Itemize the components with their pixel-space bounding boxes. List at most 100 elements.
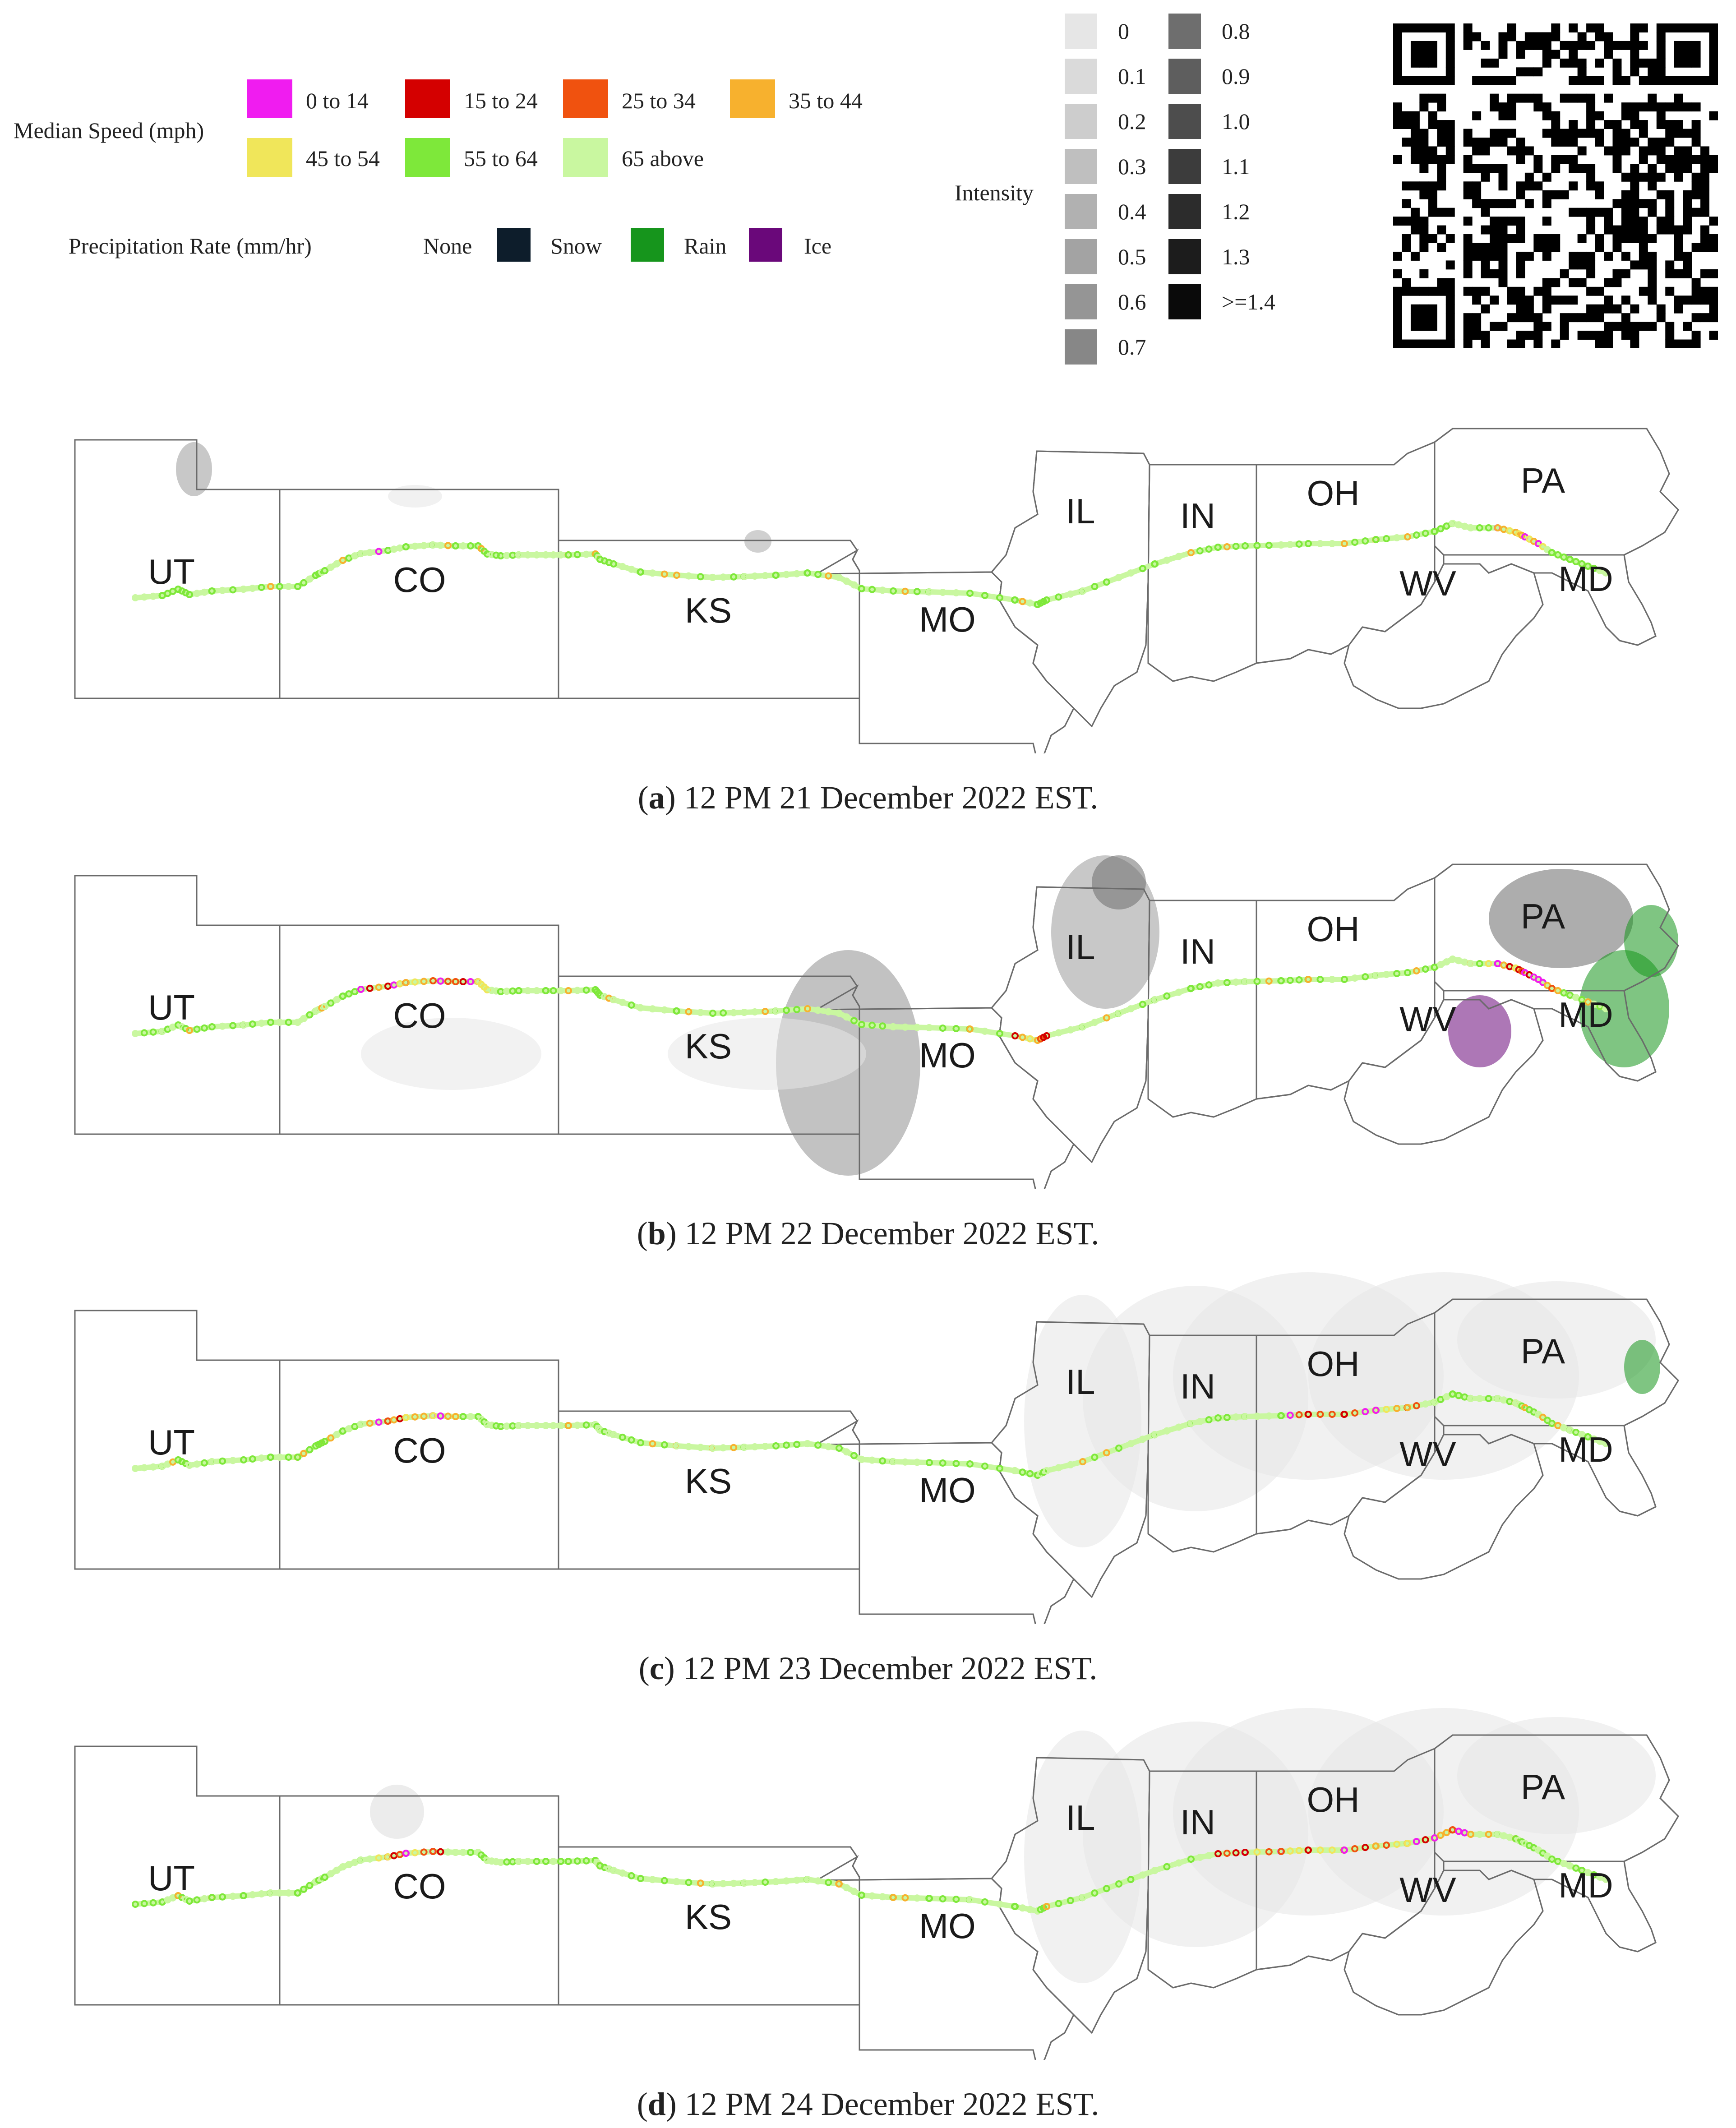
speed-point [452,978,459,985]
qr-module [1481,269,1490,278]
speed-point [1404,1840,1411,1847]
qr-module [1691,58,1701,68]
state-label-ut: UT [148,988,195,1027]
qr-module [1612,243,1622,252]
speed-point [637,1004,644,1011]
qr-module [1481,164,1490,173]
speed-point [1316,1411,1324,1418]
qr-module [1437,23,1446,32]
speed-point [913,1459,921,1466]
speed-point [858,1456,865,1463]
speed-point [411,542,419,550]
speed-point [1566,1426,1574,1434]
qr-module [1656,217,1666,226]
speed-point [357,550,365,557]
qr-module [1533,339,1543,348]
speed-label-15-24: 15 to 24 [464,88,538,113]
qr-module [1612,164,1622,173]
qr-module [1639,199,1648,208]
qr-module [1691,155,1701,164]
qr-module [1577,331,1587,340]
qr-module [1586,251,1596,261]
qr-module [1419,58,1429,68]
qr-module [1709,295,1718,305]
qr-module [1551,190,1561,199]
qr-module [1428,181,1437,191]
qr-module [1604,120,1613,129]
qr-module [1437,172,1446,182]
qr-module [1683,269,1692,278]
qr-module [1586,120,1596,129]
speed-point [697,1444,704,1451]
qr-module [1586,331,1596,340]
state-label-co: CO [393,560,446,600]
qr-module [1490,243,1499,252]
speed-point [709,1010,716,1017]
qr-module [1656,172,1666,182]
speed-point [926,588,933,595]
qr-module [1498,172,1508,182]
qr-module [1630,208,1639,217]
qr-module [1542,58,1551,68]
speed-point [351,1859,359,1866]
speed-point [890,1023,897,1030]
qr-module [1630,339,1639,348]
qr-module [1709,243,1718,252]
qr-module [1577,76,1587,85]
qr-module [1604,208,1613,217]
state-wv-border [1344,563,1544,709]
qr-module [1498,50,1508,59]
qr-module [1630,50,1639,59]
state-label-mo: MO [919,600,976,639]
speed-point [836,1010,843,1017]
qr-module [1691,137,1701,147]
speed-point [1079,1894,1086,1901]
qr-module [1533,181,1543,191]
speed-point [1372,972,1380,979]
qr-module [1648,295,1657,305]
speed-point [1431,1834,1438,1842]
speed-point [1413,967,1420,974]
speed-point [357,1421,365,1428]
qr-module [1648,137,1657,147]
map-b: UT CO KS MO IL IN OH WV PA MD [74,855,1679,1189]
state-label-mo: MO [919,1470,976,1510]
speed-point [515,1858,522,1865]
qr-module [1481,225,1490,235]
qr-module [1665,164,1675,173]
speed-point [1590,1871,1598,1879]
qr-module [1630,67,1639,77]
qr-module [1569,278,1578,287]
speed-point [219,586,226,594]
qr-module [1586,208,1596,217]
qr-module [1481,260,1490,270]
state-label-co: CO [393,996,446,1035]
speed-point [1055,1029,1062,1037]
qr-module [1709,155,1718,164]
qr-module [1709,67,1718,77]
speed-point [628,565,635,573]
speed-point [1286,977,1294,984]
qr-module [1419,217,1429,226]
speed-point [467,1413,474,1420]
qr-module [1472,76,1482,85]
speed-point [1548,1420,1556,1427]
qr-module [1700,181,1710,191]
qr-module [1533,155,1543,164]
speed-point [201,588,208,596]
speed-point [1572,993,1580,1001]
state-label-ks: KS [685,1026,732,1066]
speed-label-65-above: 65 above [622,146,704,171]
qr-module [1612,129,1622,138]
speed-label-25-34: 25 to 34 [622,88,696,113]
qr-module [1639,146,1648,156]
speed-point [542,987,549,994]
speed-point [1316,1846,1324,1854]
qr-module [1639,243,1648,252]
intensity-swatch [1065,149,1097,184]
qr-module [1683,129,1692,138]
qr-module [1551,339,1561,348]
speed-point [1019,1034,1026,1041]
intensity-legend-title: Intensity [955,180,1034,205]
speed-point [1341,1411,1348,1418]
